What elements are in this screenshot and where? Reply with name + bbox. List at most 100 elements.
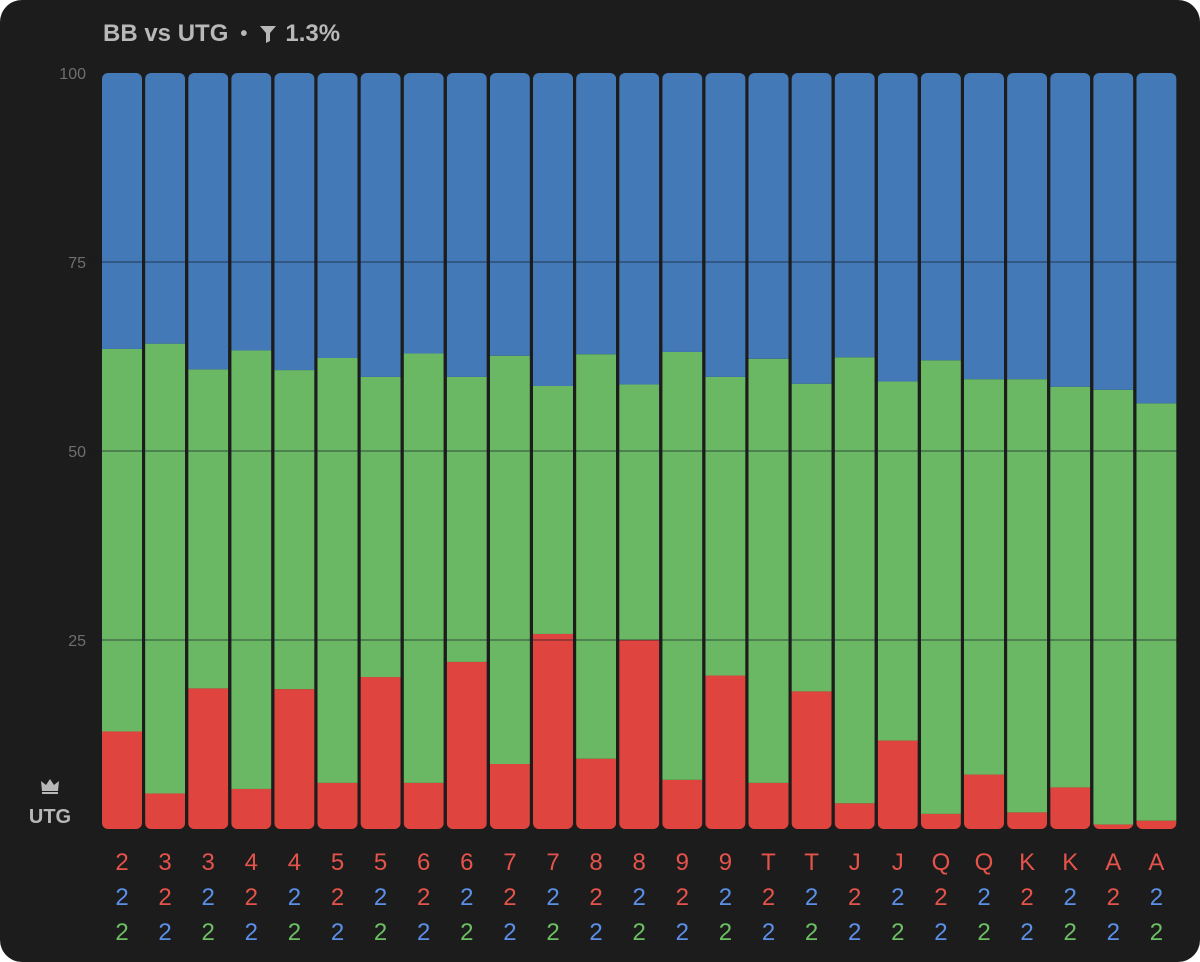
category-card-label: 2 xyxy=(848,919,861,946)
bar-group[interactable] xyxy=(145,73,186,829)
category-card-label: 5 xyxy=(374,849,387,876)
category-card-label: 2 xyxy=(977,884,990,911)
category-card-label: 2 xyxy=(977,919,990,946)
bar-segment-red xyxy=(748,782,789,829)
bar-group[interactable] xyxy=(1050,73,1091,829)
bar-group[interactable] xyxy=(920,73,961,829)
category-card-label: 2 xyxy=(676,919,689,946)
bar-group[interactable] xyxy=(1136,73,1177,829)
bar-group[interactable] xyxy=(877,73,918,829)
bar-segment-green xyxy=(619,384,660,640)
bar-group[interactable] xyxy=(489,73,530,829)
category-card-label: 3 xyxy=(202,849,215,876)
category-card-label: A xyxy=(1148,849,1164,876)
bar-segment-blue xyxy=(1007,73,1048,380)
category-card-label: 2 xyxy=(460,884,473,911)
category-card-label: 2 xyxy=(202,884,215,911)
y-tick-label: 50 xyxy=(68,444,86,461)
bar-segment-green xyxy=(576,354,617,759)
bar-segment-green xyxy=(834,357,875,804)
bar-segment-red xyxy=(533,633,573,829)
bar-group[interactable] xyxy=(964,73,1004,829)
chart-header: BB vs UTG • 1.3% xyxy=(103,18,340,50)
bar-segment-blue xyxy=(533,73,573,386)
bar-segment-red xyxy=(403,782,444,829)
bar-segment-green xyxy=(533,385,573,634)
category-card-label: T xyxy=(804,849,819,876)
y-tick-label: 75 xyxy=(68,255,86,272)
ytick-layer: 25 50 75 100 xyxy=(59,66,86,650)
bar-segment-green xyxy=(964,379,1004,775)
category-card-label: 2 xyxy=(1150,884,1163,911)
bar-group[interactable] xyxy=(188,73,229,829)
bar-segment-green xyxy=(446,376,487,662)
bar-segment-red xyxy=(791,691,832,829)
bar-group[interactable] xyxy=(705,73,746,829)
category-card-label: 2 xyxy=(374,884,387,911)
bar-segment-red xyxy=(877,740,918,829)
bar-segment-green xyxy=(877,381,918,741)
bar-segment-green xyxy=(662,351,703,780)
category-card-label: T xyxy=(761,849,776,876)
y-tick-label: 100 xyxy=(59,66,86,83)
position-label: UTG xyxy=(28,806,72,828)
category-card-label: 3 xyxy=(158,849,171,876)
category-card-label: J xyxy=(849,849,861,876)
bar-segment-blue xyxy=(619,73,660,385)
bar-segment-green xyxy=(317,358,358,783)
bar-group[interactable] xyxy=(576,73,617,829)
category-card-label: 2 xyxy=(115,849,128,876)
bar-segment-green xyxy=(1007,379,1048,813)
filter-indicator[interactable]: 1.3% xyxy=(259,20,340,48)
bar-segment-green xyxy=(791,383,832,692)
category-card-label: 2 xyxy=(1020,919,1033,946)
bar-segment-red xyxy=(188,688,229,829)
category-card-label: 2 xyxy=(115,919,128,946)
bar-segment-red xyxy=(145,793,186,829)
bar-group[interactable] xyxy=(231,73,272,829)
category-card-label: 2 xyxy=(633,919,646,946)
category-card-label: 2 xyxy=(417,919,430,946)
bar-segment-blue xyxy=(360,73,401,377)
bar-group[interactable] xyxy=(533,73,573,829)
bar-group[interactable] xyxy=(317,73,358,829)
category-card-label: 2 xyxy=(288,919,301,946)
bar-segment-blue xyxy=(188,73,229,370)
category-card-label: Q xyxy=(975,849,994,876)
bar-group[interactable] xyxy=(360,73,401,829)
bar-segment-red xyxy=(102,731,142,829)
category-card-label: 2 xyxy=(1107,884,1120,911)
bar-segment-red xyxy=(446,661,487,829)
category-card-label: 2 xyxy=(719,919,732,946)
bar-group[interactable] xyxy=(403,73,444,829)
bar-group[interactable] xyxy=(748,73,789,829)
category-card-label: K xyxy=(1019,849,1035,876)
bar-group[interactable] xyxy=(102,73,142,829)
bar-group[interactable] xyxy=(1093,73,1134,829)
y-tick-label: 25 xyxy=(68,633,86,650)
bar-group[interactable] xyxy=(834,73,875,829)
category-card-label: J xyxy=(892,849,904,876)
bar-group[interactable] xyxy=(619,73,660,829)
bar-segment-red xyxy=(619,640,660,829)
filter-value: 1.3% xyxy=(285,20,341,47)
bar-segment-blue xyxy=(317,73,358,359)
category-card-label: 2 xyxy=(331,884,344,911)
bar-segment-green xyxy=(920,360,961,814)
bar-group[interactable] xyxy=(791,73,832,829)
bar-group[interactable] xyxy=(662,73,703,829)
bar-group[interactable] xyxy=(446,73,487,829)
bar-segment-green xyxy=(705,376,746,676)
bar-segment-blue xyxy=(489,73,530,356)
category-card-label: 5 xyxy=(331,849,344,876)
bar-segment-red xyxy=(489,763,530,829)
crown-icon xyxy=(40,778,60,799)
bar-segment-blue xyxy=(791,73,832,384)
bar-segment-blue xyxy=(102,73,142,349)
category-card-label: 2 xyxy=(460,919,473,946)
category-card-label: 2 xyxy=(848,884,861,911)
bar-segment-green xyxy=(188,369,229,689)
bar-group[interactable] xyxy=(274,73,315,829)
